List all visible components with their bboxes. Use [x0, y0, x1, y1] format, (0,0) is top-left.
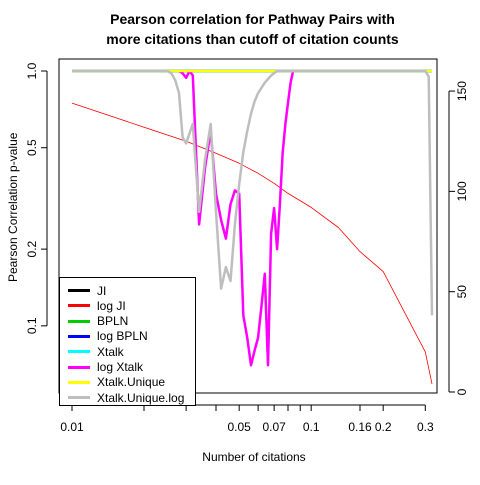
- legend-swatch: [68, 319, 90, 323]
- legend-swatch: [68, 350, 90, 354]
- x-tick-label: 0.01: [60, 420, 84, 434]
- x-tick-label: 0.05: [227, 420, 251, 434]
- x-tick-label: 0.07: [262, 420, 286, 434]
- legend-swatch: [68, 304, 90, 308]
- x-axis-label: Number of citations: [202, 450, 306, 464]
- x-tick-label: 0.16: [348, 420, 372, 434]
- legend-label: BPLN: [97, 314, 129, 329]
- legend-entry: Xtalk.Unique: [68, 375, 165, 390]
- legend-swatch: [68, 289, 90, 292]
- y2-tick-label: 50: [455, 285, 469, 299]
- legend-swatch: [68, 396, 90, 400]
- y2-tick-label: 0: [455, 388, 469, 395]
- x-tick-label: 0.3: [417, 420, 434, 434]
- legend-entry: Xtalk.Unique.log: [68, 390, 184, 405]
- y2-tick-label: 100: [455, 181, 469, 201]
- chart-title-line2: more citations than cutoff of citation c…: [106, 31, 399, 47]
- legend-entry: Xtalk: [68, 344, 124, 359]
- legend-label: Xtalk.Unique.log: [97, 390, 185, 405]
- y2-tick-label: 150: [455, 81, 469, 101]
- legend-swatch: [68, 334, 90, 338]
- series-line-xtalk-unique-log: [72, 69, 434, 316]
- legend-entry: JI: [68, 283, 106, 298]
- legend-label: Xtalk.Unique: [97, 375, 166, 390]
- y-axis-label: Pearson Correlation p-value: [6, 132, 20, 282]
- legend-label: log BPLN: [97, 329, 148, 344]
- chart-title: Pearson correlation for Pathway Pairs wi…: [110, 11, 395, 27]
- legend-entry: log BPLN: [68, 329, 148, 344]
- legend-label: log Xtalk: [97, 360, 144, 374]
- y-tick-label: 0.5: [25, 139, 39, 156]
- legend-entry: BPLN: [68, 314, 128, 329]
- series-line-log-xtalk: [178, 69, 295, 367]
- x-tick-label: 0.2: [375, 420, 392, 434]
- legend-label: log JI: [97, 298, 126, 313]
- x-tick-label: 0.1: [303, 420, 320, 434]
- y-tick-label: 1.0: [25, 62, 39, 79]
- legend: JI log JI BPLN log BPLN Xtalk log Xtalk Xtalk.…: [59, 277, 196, 406]
- legend-label: JI: [97, 283, 107, 298]
- y-tick-label: 0.2: [25, 240, 39, 257]
- legend-label: Xtalk: [97, 344, 124, 359]
- legend-swatch: [68, 380, 90, 384]
- plot-frame: [58, 58, 438, 394]
- legend-entry: log JI: [68, 298, 126, 313]
- legend-entry: log Xtalk: [68, 360, 143, 375]
- y-tick-label: 0.1: [25, 317, 39, 334]
- legend-swatch: [68, 365, 90, 369]
